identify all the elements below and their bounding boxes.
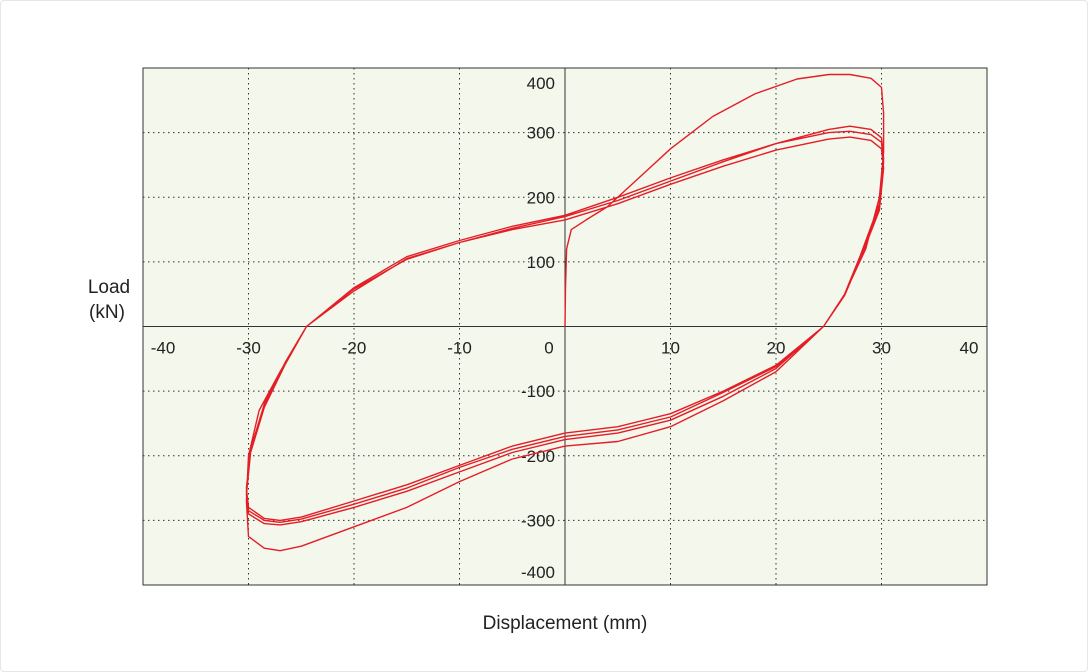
y-tick-label: 100 [527,253,555,272]
y-axis-label-line-2: (kN) [89,302,125,323]
x-tick-label: -40 [151,339,176,358]
y-tick-label: 300 [527,124,555,143]
y-tick-label: -300 [521,511,555,530]
y-axis-label-line-1: Load [88,277,130,298]
x-axis-label: Displacement (mm) [483,613,648,634]
x-tick-label: -10 [447,339,472,358]
series-line [245,73,885,552]
x-tick-label: 20 [767,339,786,358]
y-tick-label: -100 [521,382,555,401]
y-tick-label: 400 [527,74,555,93]
x-tick-labels: -40 -30 -20 -10 0 10 20 30 40 [151,339,979,358]
x-tick-label: -20 [342,339,367,358]
x-tick-label: 0 [544,339,553,358]
y-tick-label: 200 [527,188,555,207]
x-tick-label: -30 [236,339,261,358]
x-tick-label: 10 [661,339,680,358]
x-tick-label: 30 [872,339,891,358]
y-tick-labels: 400 300 200 100 -100 -200 -300 -400 [521,74,555,582]
x-tick-label: 40 [960,339,979,358]
plot-border [142,67,988,586]
series-group [245,73,885,552]
y-tick-label: -400 [521,563,555,582]
y-tick-label: -200 [521,447,555,466]
